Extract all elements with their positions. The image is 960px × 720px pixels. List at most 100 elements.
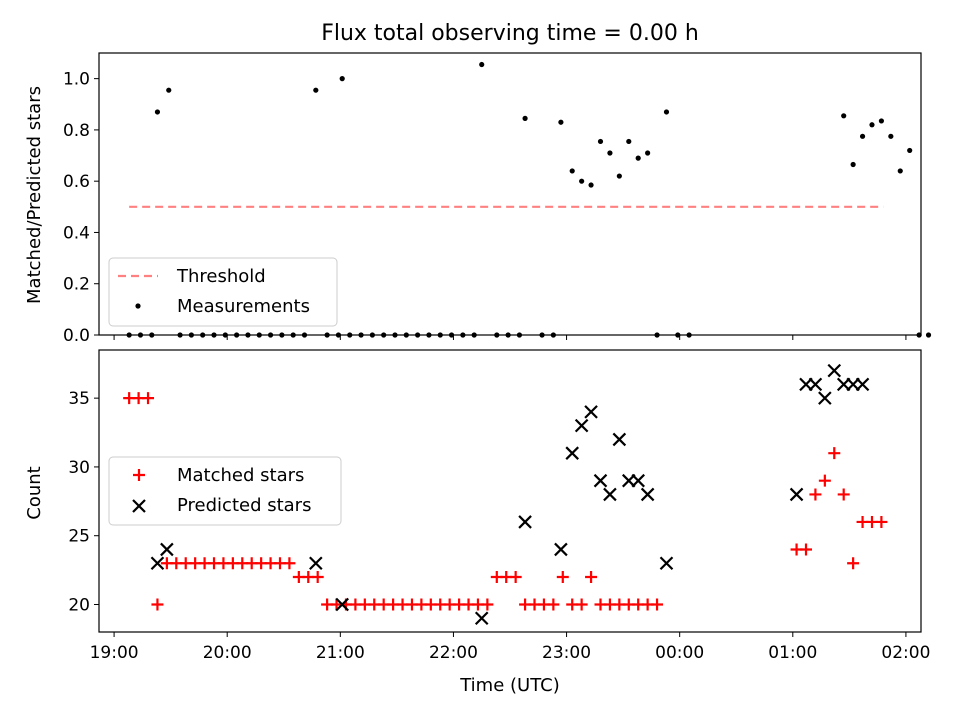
measurement-point bbox=[859, 133, 866, 139]
predicted-star-point bbox=[518, 515, 532, 529]
measurement-point bbox=[841, 113, 847, 119]
bottom-x-tick-label: 02:00 bbox=[881, 643, 930, 663]
bottom-y-tick-label: 30 bbox=[68, 458, 90, 478]
matched-star-point bbox=[799, 543, 812, 556]
measurement-point bbox=[522, 115, 528, 121]
matched-star-point bbox=[809, 488, 822, 501]
predicted-star-point bbox=[603, 487, 617, 502]
matched-star-point bbox=[547, 598, 560, 611]
measurement-point bbox=[616, 173, 622, 179]
matched-star-point bbox=[142, 392, 155, 405]
matched-star-point bbox=[575, 598, 588, 611]
measurement-point bbox=[339, 76, 345, 82]
legend-threshold-label: Threshold bbox=[176, 266, 266, 287]
measurement-point bbox=[663, 109, 670, 115]
predicted-star-point bbox=[565, 446, 579, 460]
top-y-tick-label: 0.0 bbox=[63, 326, 90, 346]
predicted-star-point bbox=[335, 597, 349, 612]
legend-predicted-swatch bbox=[132, 499, 146, 513]
matched-star-point bbox=[481, 598, 494, 611]
measurement-point bbox=[597, 138, 604, 145]
measurement-point bbox=[588, 182, 594, 188]
predicted-star-point bbox=[612, 432, 627, 447]
top-y-tick-label: 0.8 bbox=[63, 121, 90, 141]
measurement-point bbox=[579, 178, 585, 184]
bottom-x-tick-label: 01:00 bbox=[768, 643, 817, 663]
matched-star-point bbox=[585, 570, 598, 583]
matched-star-point bbox=[847, 557, 860, 570]
top-plot-area: 0.0 0.2 0.4 0.6 0.8 1.0 bbox=[63, 61, 932, 346]
matched-star-point bbox=[509, 570, 522, 583]
predicted-star-point bbox=[574, 418, 589, 433]
top-y-tick-label: 0.6 bbox=[63, 172, 90, 192]
top-y-tick-label: 1.0 bbox=[63, 70, 90, 90]
bottom-x-tick-label: 22:00 bbox=[429, 643, 478, 663]
top-legend-box bbox=[108, 257, 338, 327]
legend-predicted-label: Predicted stars bbox=[177, 495, 311, 516]
measurement-point bbox=[607, 150, 613, 156]
top-y-tick-label: 0.4 bbox=[63, 223, 90, 243]
predicted-star-point bbox=[789, 487, 804, 502]
matched-star-point bbox=[837, 488, 850, 501]
matched-star-point bbox=[311, 570, 324, 583]
bottom-axes-frame bbox=[98, 349, 922, 633]
predicted-star-point bbox=[584, 405, 598, 419]
matched-star-point bbox=[875, 515, 888, 528]
bottom-x-tick-label: 00:00 bbox=[655, 643, 704, 663]
bottom-x-tick-label: 19:00 bbox=[90, 643, 139, 663]
predicted-star-point bbox=[659, 556, 674, 570]
matched-star-point bbox=[151, 598, 164, 611]
measurement-point bbox=[569, 168, 575, 174]
predicted-star-point bbox=[827, 363, 842, 378]
predicted-star-point bbox=[855, 377, 870, 392]
measurement-point bbox=[645, 150, 651, 156]
top-y-axis-label: Matched/Predicted stars bbox=[24, 86, 45, 304]
predicted-star-point bbox=[640, 487, 655, 502]
predicted-star-point bbox=[818, 391, 832, 405]
legend-measurements-label: Measurements bbox=[177, 296, 310, 317]
measurement-point bbox=[925, 332, 932, 338]
matched-star-point bbox=[283, 557, 296, 570]
legend-measurements-swatch bbox=[135, 303, 141, 309]
bottom-x-tick-label: 23:00 bbox=[542, 643, 591, 663]
top-legend: Threshold Measurements bbox=[108, 257, 338, 327]
bottom-y-axis-label: Count bbox=[24, 466, 45, 519]
predicted-star-point bbox=[150, 556, 165, 570]
legend-matched-label: Matched stars bbox=[177, 465, 304, 486]
bottom-y-tick-label: 20 bbox=[68, 595, 90, 615]
bottom-y-tick-label: 35 bbox=[68, 389, 90, 409]
bottom-legend-box bbox=[108, 456, 342, 526]
measurement-point bbox=[907, 147, 913, 154]
matched-star-point bbox=[828, 447, 841, 460]
legend-matched-swatch bbox=[133, 469, 145, 481]
predicted-star-point bbox=[808, 377, 823, 392]
measurement-point bbox=[166, 87, 172, 93]
matched-star-point bbox=[651, 598, 664, 611]
top-y-tick-label: 0.2 bbox=[63, 275, 90, 295]
measurement-point bbox=[635, 155, 641, 161]
measurement-point bbox=[869, 122, 875, 128]
predicted-star-point bbox=[309, 556, 323, 570]
bottom-y-tick-label: 25 bbox=[68, 527, 90, 547]
bottom-x-tick-label: 20:00 bbox=[203, 643, 252, 663]
measurement-point bbox=[479, 61, 485, 68]
predicted-star-point bbox=[160, 542, 174, 557]
measurement-point bbox=[313, 87, 319, 93]
bottom-plot-area: 20 25 30 35 19:00 20:00 21:00 22:00 23:00 00:00 01… bbox=[68, 363, 930, 663]
chart-title: Flux total observing time = 0.00 h bbox=[321, 21, 699, 46]
measurement-point bbox=[154, 109, 161, 115]
predicted-star-point bbox=[593, 473, 608, 488]
bottom-x-tick-label: 21:00 bbox=[316, 643, 365, 663]
measurement-point bbox=[878, 118, 885, 124]
predicted-star-point bbox=[631, 473, 645, 488]
bottom-legend: Matched stars Predicted stars bbox=[108, 456, 342, 526]
predicted-star-point bbox=[554, 542, 568, 557]
measurement-point bbox=[558, 119, 564, 125]
x-axis-label: Time (UTC) bbox=[459, 675, 560, 696]
measurement-point bbox=[888, 133, 894, 139]
measurement-point bbox=[626, 138, 632, 145]
measurement-point bbox=[897, 168, 903, 174]
matched-star-point bbox=[818, 474, 831, 487]
